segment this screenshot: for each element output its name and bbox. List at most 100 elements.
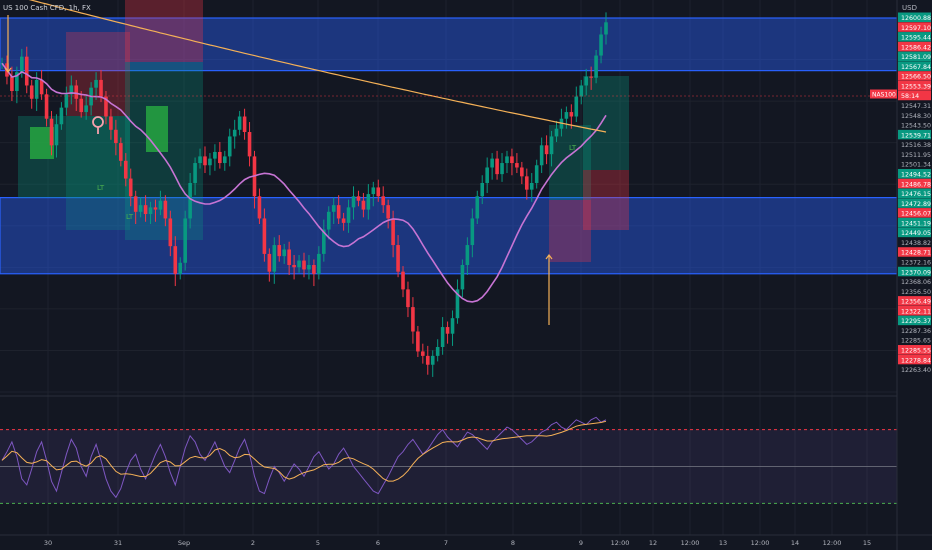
- candle[interactable]: [123, 160, 128, 179]
- long-target-box-3[interactable]: [583, 76, 629, 170]
- candle[interactable]: [336, 205, 341, 219]
- candle[interactable]: [114, 129, 118, 144]
- candle[interactable]: [440, 327, 445, 348]
- candle[interactable]: [554, 128, 559, 137]
- candle[interactable]: [564, 112, 569, 119]
- candle[interactable]: [430, 355, 435, 365]
- candle[interactable]: [326, 211, 331, 230]
- candle[interactable]: [421, 351, 425, 356]
- candle[interactable]: [524, 176, 529, 190]
- candle[interactable]: [356, 196, 361, 201]
- candle[interactable]: [435, 347, 440, 356]
- candle[interactable]: [569, 112, 574, 117]
- candle[interactable]: [515, 163, 519, 168]
- candle[interactable]: [307, 264, 311, 270]
- short-target-box[interactable]: [66, 32, 130, 116]
- candle[interactable]: [44, 94, 49, 119]
- candle[interactable]: [396, 245, 400, 272]
- candle[interactable]: [79, 98, 84, 113]
- candle[interactable]: [302, 260, 306, 270]
- candle[interactable]: [391, 218, 395, 246]
- candle[interactable]: [282, 249, 286, 257]
- candle[interactable]: [227, 136, 232, 157]
- candle[interactable]: [262, 218, 267, 254]
- candle[interactable]: [584, 76, 588, 86]
- candle[interactable]: [312, 264, 316, 274]
- candle[interactable]: [153, 207, 158, 210]
- candle[interactable]: [84, 105, 88, 113]
- candle[interactable]: [104, 96, 108, 117]
- stop-box-3[interactable]: [583, 170, 629, 230]
- candle[interactable]: [604, 22, 608, 35]
- candle[interactable]: [470, 218, 475, 246]
- candle[interactable]: [351, 196, 356, 208]
- candle[interactable]: [193, 163, 197, 183]
- stop-box-2[interactable]: [549, 200, 591, 262]
- candle[interactable]: [49, 118, 54, 146]
- candle[interactable]: [188, 182, 192, 219]
- candle[interactable]: [465, 245, 470, 265]
- candle[interactable]: [416, 331, 420, 352]
- candle[interactable]: [574, 96, 579, 117]
- candle[interactable]: [529, 182, 534, 190]
- candle[interactable]: [277, 245, 282, 257]
- candle[interactable]: [10, 76, 14, 92]
- candle[interactable]: [376, 187, 381, 197]
- candle[interactable]: [297, 260, 301, 268]
- candle[interactable]: [579, 85, 584, 97]
- candle[interactable]: [475, 196, 480, 219]
- candle[interactable]: [510, 156, 514, 164]
- candle[interactable]: [287, 249, 291, 265]
- price-axis[interactable]: USD 12600.88 12597.10 12595.44 12586.42 1258…: [870, 0, 932, 550]
- candle[interactable]: [589, 76, 593, 78]
- candle[interactable]: [173, 246, 178, 274]
- candle[interactable]: [346, 207, 351, 223]
- long-box[interactable]: [66, 116, 130, 230]
- candle[interactable]: [322, 229, 326, 254]
- candle[interactable]: [178, 262, 183, 274]
- candle[interactable]: [485, 167, 489, 183]
- candle[interactable]: [544, 145, 549, 155]
- candle[interactable]: [549, 136, 554, 155]
- candle[interactable]: [119, 143, 123, 161]
- candle[interactable]: [69, 85, 74, 95]
- candle[interactable]: [198, 156, 202, 164]
- candle[interactable]: [539, 145, 544, 166]
- candle[interactable]: [54, 124, 59, 146]
- candle[interactable]: [411, 307, 415, 332]
- candle[interactable]: [445, 327, 450, 334]
- candle[interactable]: [15, 72, 19, 92]
- candle[interactable]: [232, 129, 237, 137]
- candle[interactable]: [59, 107, 64, 125]
- candle[interactable]: [222, 156, 227, 164]
- resistance-zone[interactable]: [0, 17, 898, 72]
- candle[interactable]: [381, 196, 386, 206]
- candle[interactable]: [425, 355, 430, 365]
- candle[interactable]: [317, 253, 321, 274]
- candle[interactable]: [39, 79, 44, 95]
- candle[interactable]: [158, 200, 163, 210]
- candle[interactable]: [341, 218, 346, 223]
- candle[interactable]: [371, 187, 376, 195]
- stop-box[interactable]: [125, 0, 203, 62]
- candle[interactable]: [401, 271, 405, 290]
- candle[interactable]: [183, 218, 187, 263]
- support-zone[interactable]: [0, 196, 898, 275]
- candle[interactable]: [480, 182, 485, 197]
- candle[interactable]: [148, 207, 153, 215]
- candle[interactable]: [163, 200, 168, 219]
- candle[interactable]: [500, 163, 504, 175]
- candle[interactable]: [138, 205, 143, 212]
- candle[interactable]: [133, 196, 138, 212]
- candle[interactable]: [292, 264, 296, 268]
- candle[interactable]: [366, 194, 371, 210]
- candle[interactable]: [203, 156, 207, 166]
- candle[interactable]: [208, 158, 212, 166]
- candle[interactable]: [594, 55, 598, 78]
- candle[interactable]: [460, 264, 465, 290]
- candle[interactable]: [20, 56, 24, 73]
- candle[interactable]: [94, 79, 98, 88]
- candle[interactable]: [218, 151, 222, 164]
- candle[interactable]: [386, 205, 390, 219]
